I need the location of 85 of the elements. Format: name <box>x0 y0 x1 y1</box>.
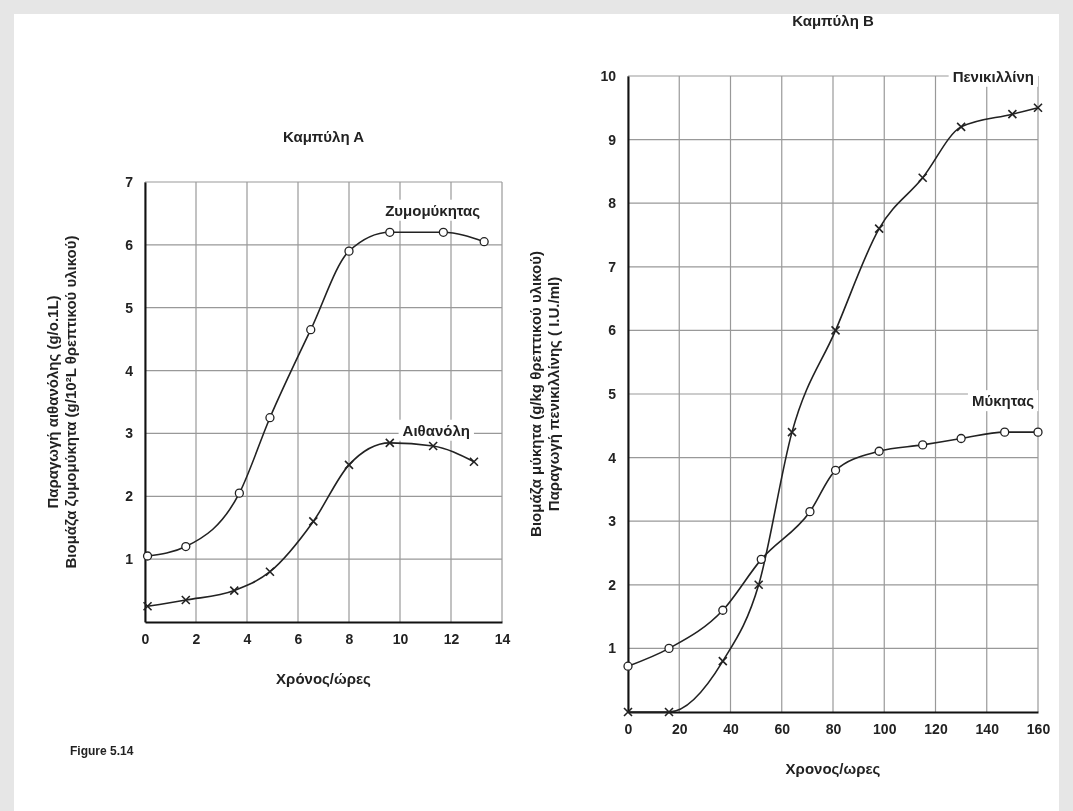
series-label: Ζυμομύκητας <box>385 201 481 219</box>
x-tick-label: 8 <box>345 630 354 647</box>
point <box>874 446 884 456</box>
y-tick-label: 4 <box>608 449 617 466</box>
point <box>917 172 928 183</box>
point <box>229 585 240 596</box>
point <box>385 227 395 237</box>
y-tick-label: 5 <box>125 299 134 316</box>
point <box>265 566 275 577</box>
x-tick-label: 0 <box>141 630 150 647</box>
point <box>438 227 448 237</box>
point <box>344 246 354 256</box>
y-tick-label: 7 <box>608 258 617 275</box>
point <box>385 438 395 448</box>
y-tick-label: 3 <box>125 425 134 442</box>
x-tick-label: 0 <box>624 720 633 737</box>
y-tick-label: 1 <box>608 640 617 657</box>
point <box>428 441 438 451</box>
point <box>234 488 244 498</box>
y-tick-label: 10 <box>600 67 617 84</box>
y-tick-label: 6 <box>125 236 134 253</box>
point <box>664 643 674 654</box>
x-axis-title: Χρόνος/ώρες <box>276 670 372 687</box>
point <box>308 516 319 527</box>
x-tick-label: 140 <box>975 720 1000 737</box>
y-tick-label: 3 <box>608 513 617 530</box>
x-tick-label: 12 <box>443 630 460 647</box>
y-tick-label: 2 <box>125 488 134 505</box>
point <box>956 122 966 132</box>
series-label: Μύκητας <box>971 392 1035 410</box>
y-tick-label: 9 <box>608 131 617 148</box>
point <box>181 595 191 605</box>
y-tick-label: 5 <box>608 385 617 402</box>
point <box>664 707 674 717</box>
y-tick-label: 8 <box>608 195 617 212</box>
point <box>1033 103 1043 113</box>
x-tick-label: 120 <box>924 720 948 737</box>
chart-title: Καμπύλη Α <box>282 128 365 145</box>
point <box>181 541 191 552</box>
point <box>718 656 728 666</box>
caption: Figure 5.14 <box>70 744 134 758</box>
y-tick-label: 4 <box>125 362 134 379</box>
series-label: Πενικιλλίνη <box>952 67 1034 85</box>
point <box>623 661 633 671</box>
x-tick-label: 20 <box>671 720 688 737</box>
x-tick-label: 60 <box>774 720 791 737</box>
x-tick-label: 14 <box>494 630 511 647</box>
x-tick-label: 4 <box>243 630 252 647</box>
chart-title: Καμπύλη Β <box>792 12 874 29</box>
point <box>830 465 841 475</box>
x-tick-label: 160 <box>1026 720 1051 737</box>
y-axis-title: Βιομάζα μύκητα (g/kg θρεπτικού υλικού) Παραγωγή πενικιλλίνης ( I.U./ml) <box>527 251 562 537</box>
y-tick-label: 7 <box>125 173 134 190</box>
point <box>1033 427 1043 437</box>
point <box>479 237 489 247</box>
point <box>623 707 633 717</box>
x-tick-label: 2 <box>192 630 201 647</box>
point <box>1000 427 1010 437</box>
point <box>718 605 728 615</box>
point <box>874 223 884 234</box>
y-tick-label: 2 <box>608 576 617 593</box>
point <box>344 460 354 470</box>
point <box>956 433 966 444</box>
y-tick-label: 1 <box>125 551 134 568</box>
x-tick-label: 100 <box>873 720 897 737</box>
point <box>918 440 928 450</box>
point <box>830 325 841 336</box>
series-label: Αιθανόλη <box>402 421 470 439</box>
y-axis-title: Παραγωγή αιθανόλης (g/ο.1L) Βιομάζα ζυμομύκητα (g/10²L θρεπτικού υλικού) <box>44 235 79 569</box>
point <box>142 601 153 612</box>
point <box>805 507 815 517</box>
x-tick-label: 80 <box>825 720 842 737</box>
x-axis-title: Χρονος/ωρες <box>785 760 881 777</box>
point <box>306 325 316 335</box>
point <box>1007 109 1018 119</box>
x-tick-label: 10 <box>392 630 409 647</box>
y-tick-label: 6 <box>608 322 617 339</box>
point <box>753 580 764 590</box>
x-tick-label: 6 <box>294 630 303 647</box>
point <box>142 551 153 561</box>
point <box>469 456 479 467</box>
x-tick-label: 40 <box>723 720 739 737</box>
point <box>265 413 275 423</box>
point <box>756 554 766 565</box>
point <box>787 427 797 437</box>
